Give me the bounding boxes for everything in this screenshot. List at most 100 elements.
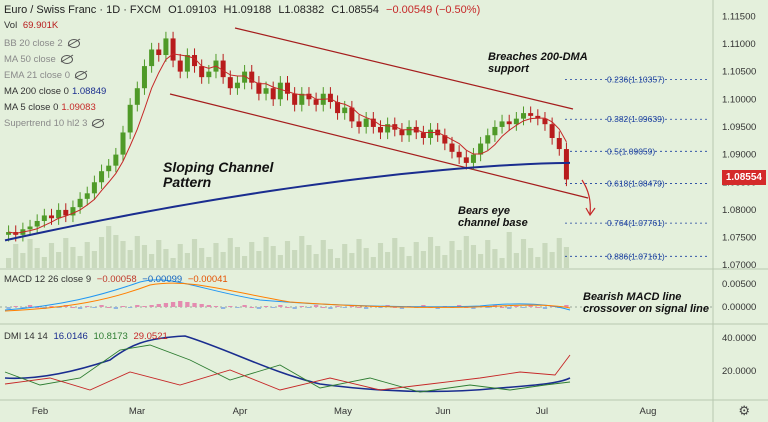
volume-bar [442,255,448,268]
macd-histogram-bar [113,307,118,309]
macd-histogram-bar [507,307,512,309]
candle-body [327,93,333,103]
annotation-bears: Bears eye channel base [458,205,528,229]
macd-histogram-bar [378,307,383,308]
candle-body [299,93,305,105]
macd-histogram-bar [356,307,362,308]
x-axis-label: Apr [233,406,248,417]
macd-histogram-bar [328,307,333,309]
candle-body [542,118,548,125]
candle-body [127,104,133,133]
candle-body [184,55,190,72]
candle-body [149,49,155,67]
annotation-macd: Bearish MACD line crossover on signal li… [583,291,709,315]
macd-histogram-bar [292,307,297,309]
dmi-label: DMI 14 14 [4,331,48,342]
indicator-row[interactable]: MA 50 close [4,54,73,65]
volume-bar [70,247,76,268]
volume-bar [435,246,441,268]
volume-bar [313,254,319,268]
di-plus-line [4,344,571,393]
candle-body [549,124,555,138]
candle-body [27,226,33,230]
dmi-tick-label: 20.0000 [722,366,756,377]
volume-bar [63,238,69,268]
x-axis-label: Jun [435,406,450,417]
candle-body [406,126,412,136]
candle-body [399,129,405,136]
macd-histogram-bar [199,304,204,307]
hidden-eye-icon[interactable] [60,54,73,64]
volume-bar [127,250,133,268]
macd-histogram-bar [285,307,290,308]
indicator-row[interactable]: Supertrend 10 hl2 3 [4,118,105,129]
macd-histogram-bar [185,302,190,307]
indicator-row[interactable]: BB 20 close 2 [4,38,80,49]
volume-bar [163,249,169,268]
macd-histogram-bar [35,307,40,308]
candle-body [470,154,476,163]
macd-histogram-bar [514,306,519,307]
macd-histogram-bar [20,307,26,308]
macd-histogram-bar [206,305,211,307]
macd-histogram-bar [49,306,54,307]
candle-body [163,38,169,56]
indicator-row[interactable]: MA 200 close 0 1.08849 [4,86,106,97]
macd-histogram-bar [27,305,33,307]
volume-bar [306,245,312,268]
volume-bar [420,251,426,268]
volume-bar [520,239,527,268]
di-minus-line [4,354,571,391]
ma200-line [4,161,571,242]
candle-body [363,118,369,127]
volume-bar [528,248,534,268]
volume-bar [184,253,190,268]
candle-body [120,132,126,155]
macd-histogram-bar [457,305,462,307]
macd-histogram-bar [271,307,276,308]
volume-bar [399,247,405,268]
candle-body [492,126,498,136]
hidden-eye-icon[interactable] [67,38,80,48]
macd-histogram-bar [564,305,569,307]
volume-bar [449,241,455,268]
volume-bar [113,235,119,268]
volume-bar [327,249,333,268]
volume-bar [149,254,155,268]
volume-bar [206,257,212,268]
volume-bar [191,239,198,268]
price-tick-label: 1.09000 [722,150,756,161]
candle-body [556,138,562,150]
macd-tick-label: 0.00000 [722,302,756,313]
macd-histogram-bar [228,306,233,307]
candle-body [478,143,484,155]
macd-histogram-bar [364,307,369,309]
ma5-line [8,53,567,234]
hidden-eye-icon[interactable] [92,118,105,128]
price-tick-label: 1.09500 [722,122,756,133]
volume-bar [120,241,126,268]
volume-bar [385,252,391,268]
volume-bar [470,245,477,268]
fib-level-label: 0.236(1.10357) [607,75,665,85]
volume-bar [98,237,105,268]
ohlc-close: C1.08554 [331,4,379,16]
macd-histogram-bar [178,301,183,307]
hidden-eye-icon[interactable] [75,70,88,80]
volume-bar [199,248,205,268]
symbol-title[interactable]: Euro / Swiss Franc · 1D · FXCM [4,4,162,16]
candle-body [313,99,319,105]
volume-bar [41,257,47,268]
candle-body [342,107,348,114]
candle-body [506,121,512,125]
macd-histogram-bar [299,306,304,307]
volume-bar [284,241,291,268]
volume-bar [48,243,55,268]
macd-histogram-bar [77,307,83,309]
candle-body [513,118,519,125]
indicator-row[interactable]: MA 5 close 0 1.09083 [4,102,96,113]
settings-gear-icon[interactable]: ⚙ [738,403,750,418]
volume-bar [499,258,505,268]
indicator-row[interactable]: EMA 21 close 0 [4,70,88,81]
candle-body [535,115,541,119]
